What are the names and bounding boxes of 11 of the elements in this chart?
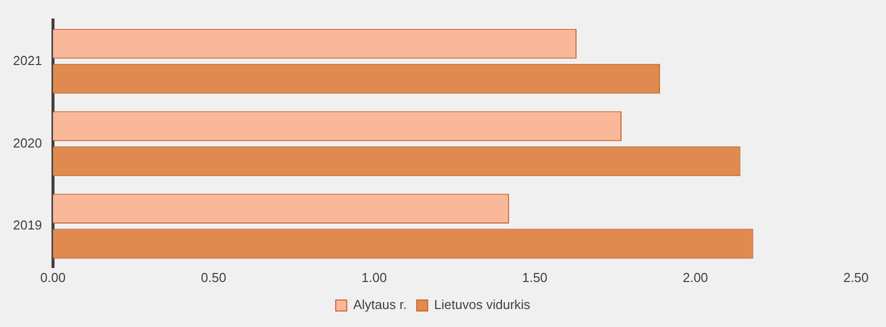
- x-tick-label: 2.00: [682, 270, 708, 285]
- x-tick-label: 1.50: [522, 270, 548, 285]
- y-tick-label: 2019: [13, 218, 42, 233]
- legend-label: Lietuvos vidurkis: [434, 297, 531, 312]
- legend-label: Alytaus r.: [353, 297, 407, 312]
- y-tick-label: 2021: [13, 52, 42, 68]
- x-tick-label: 2.50: [843, 270, 869, 285]
- x-tick-label: 0.00: [40, 270, 66, 285]
- x-tick-label: 1.00: [361, 270, 387, 285]
- y-tick-label: 2020: [13, 135, 42, 150]
- x-tick-label: 0.50: [200, 270, 226, 285]
